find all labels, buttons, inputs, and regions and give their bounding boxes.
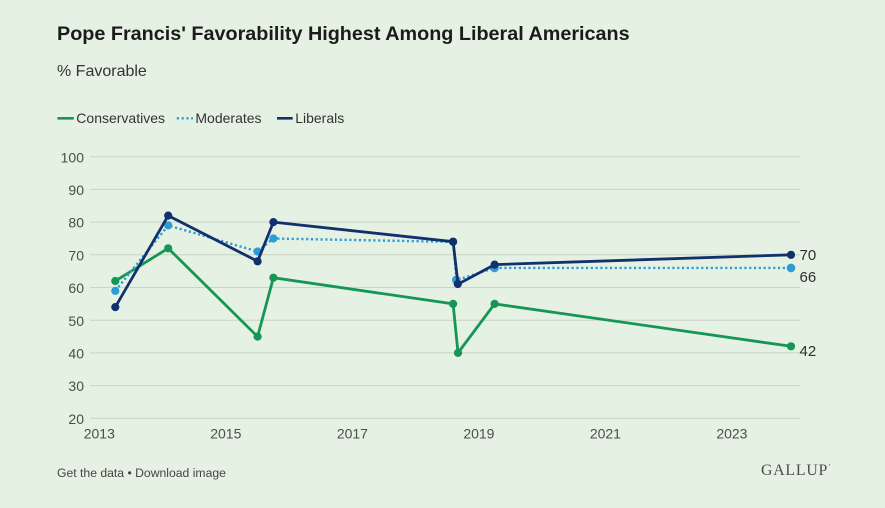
svg-text:2021: 2021	[590, 426, 621, 442]
svg-text:2013: 2013	[84, 426, 115, 442]
svg-text:90: 90	[68, 182, 84, 198]
svg-text:70: 70	[800, 247, 817, 264]
svg-text:2019: 2019	[463, 426, 494, 442]
svg-text:60: 60	[68, 280, 84, 296]
svg-text:20: 20	[68, 411, 84, 427]
svg-text:Moderates: Moderates	[195, 110, 261, 126]
svg-text:50: 50	[68, 313, 84, 329]
svg-text:2015: 2015	[210, 426, 241, 442]
svg-text:Liberals: Liberals	[295, 110, 344, 126]
svg-text:100: 100	[61, 149, 85, 165]
svg-text:42: 42	[800, 343, 817, 360]
svg-text:66: 66	[800, 269, 817, 286]
svg-text:Conservatives: Conservatives	[76, 110, 165, 126]
svg-text:80: 80	[68, 215, 84, 231]
svg-text:30: 30	[68, 378, 84, 394]
svg-text:2017: 2017	[337, 426, 368, 442]
svg-text:70: 70	[68, 247, 84, 263]
svg-text:2023: 2023	[716, 426, 747, 442]
svg-text:40: 40	[68, 346, 84, 362]
